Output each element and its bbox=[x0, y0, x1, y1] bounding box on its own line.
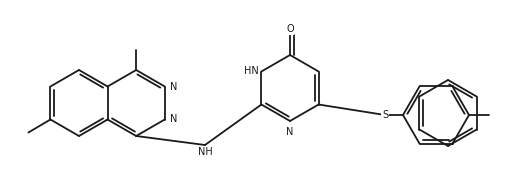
Text: NH: NH bbox=[198, 147, 212, 157]
Text: N: N bbox=[286, 127, 294, 137]
Text: N: N bbox=[170, 114, 177, 125]
Text: S: S bbox=[382, 110, 388, 120]
Text: N: N bbox=[170, 81, 177, 92]
Text: HN: HN bbox=[243, 67, 258, 76]
Text: O: O bbox=[286, 24, 294, 34]
